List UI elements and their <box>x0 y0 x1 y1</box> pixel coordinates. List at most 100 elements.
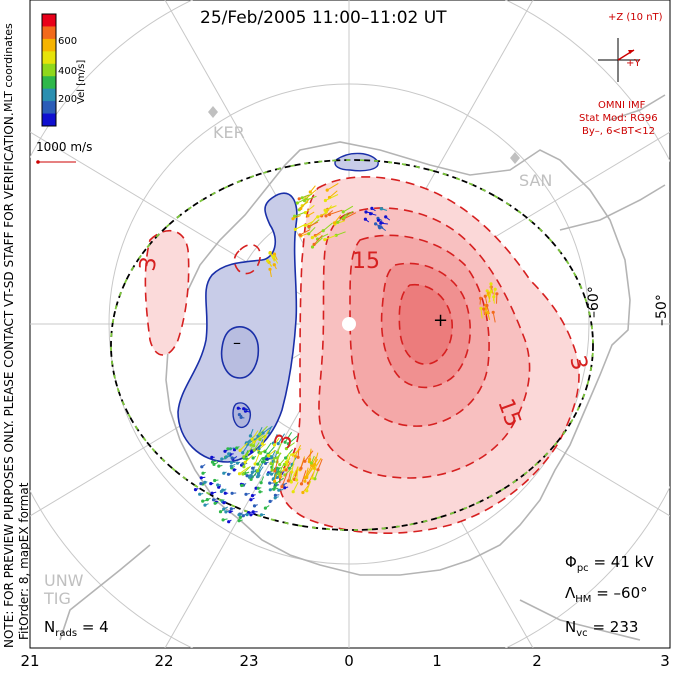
velocity-vector-origin <box>293 227 297 231</box>
velocity-vector-origin <box>275 456 279 460</box>
velocity-vector <box>295 224 306 230</box>
velocity-vector <box>254 453 260 465</box>
velocity-vector-origin <box>229 507 233 511</box>
velocity-vector <box>293 469 298 480</box>
velocity-vector <box>253 434 264 443</box>
velocity-vector <box>324 205 337 211</box>
velocity-vector-origin <box>219 489 223 494</box>
velocity-vector-origin <box>308 190 312 194</box>
velocity-vector-origin <box>241 451 245 455</box>
contour-label: 3 <box>564 353 592 373</box>
contour-label: 15 <box>352 249 380 274</box>
velocity-vector <box>274 459 279 472</box>
positive-polarity-mark: + <box>433 310 448 331</box>
velocity-vector-origin <box>493 287 497 291</box>
velocity-vector-origin <box>249 474 253 478</box>
velocity-vector <box>300 197 311 209</box>
velocity-vector <box>294 444 302 457</box>
fit-order-note: FitOrder: 8, mapEX format <box>17 482 31 640</box>
velocity-vector-origin <box>217 464 221 468</box>
velocity-vector <box>313 234 323 245</box>
velocity-vector-origin <box>384 215 388 219</box>
stat-n-vc: Nvc = 233 <box>565 618 639 639</box>
velocity-vector-origin <box>213 501 217 505</box>
velocity-vector-origin <box>268 267 272 271</box>
velocity-vector-origin <box>295 478 299 482</box>
velocity-vector-origin <box>253 462 257 466</box>
velocity-vector <box>251 430 259 440</box>
velocity-vector-origin <box>209 482 213 486</box>
velocity-vector-origin <box>300 196 304 200</box>
velocity-vector-origin <box>242 465 246 469</box>
negative-polarity-mark: – <box>233 333 241 352</box>
velocity-vector-origin <box>256 486 260 490</box>
velocity-vector-origin <box>221 518 225 522</box>
coords-note: MLT coordinates <box>2 23 15 112</box>
velocity-vector-origin <box>291 490 295 494</box>
velocity-vector-origin <box>293 214 297 218</box>
colorbar-title: Vel [m/s] <box>76 59 87 104</box>
velocity-vector-origin <box>252 440 256 444</box>
velocity-vector-origin <box>296 455 300 459</box>
velocity-vector <box>302 193 313 199</box>
velocity-vector-origin <box>257 447 261 451</box>
velocity-vector-origin <box>489 282 493 286</box>
velocity-vector <box>304 465 312 478</box>
velocity-vector-origin <box>232 468 236 472</box>
velocity-vector-origin <box>324 210 328 214</box>
velocity-vector-origin <box>272 477 276 481</box>
colorbar-outline <box>41 13 57 127</box>
velocity-vector-origin <box>307 224 311 229</box>
velocity-vector-origin <box>302 199 307 203</box>
colorbar-swatch <box>42 26 56 40</box>
velocity-vector <box>297 197 309 204</box>
velocity-vector-origin <box>369 212 373 216</box>
velocity-vector-origin <box>291 453 295 457</box>
velocity-vector-origin <box>244 492 248 496</box>
velocity-vector-origin <box>256 469 260 473</box>
velocity-vector-origin <box>224 455 228 459</box>
velocity-vector-origin <box>250 450 254 454</box>
velocity-vector-origin <box>290 470 294 474</box>
velocity-vector-origin <box>229 464 233 468</box>
velocity-vector-origin <box>237 513 241 517</box>
velocity-vector-origin <box>210 491 214 495</box>
velocity-vector-origin <box>245 513 249 517</box>
velocity-vector <box>239 466 249 475</box>
imf-z-label: +Z (10 nT) <box>608 12 663 23</box>
velocity-vector-origin <box>485 303 489 308</box>
imf-clock <box>598 38 640 82</box>
velocity-vector-origin <box>211 498 216 502</box>
velocity-vector-origin <box>270 468 274 472</box>
velocity-vector-origin <box>479 296 483 300</box>
x-tick: 22 <box>154 652 174 670</box>
velocity-vector-origin <box>324 214 328 218</box>
velocity-vector-origin <box>222 471 226 475</box>
velocity-vector <box>286 442 295 450</box>
colorbar-swatch <box>42 38 56 52</box>
velocity-vector-origin <box>258 490 262 494</box>
velocity-vector-origin <box>203 503 207 507</box>
hm-boundary <box>110 159 594 531</box>
velocity-vector-origin <box>199 482 203 486</box>
velocity-vector-origin <box>312 242 316 246</box>
station-labels: KER SAN UNW TIG <box>43 123 552 608</box>
velocity-vector-origin <box>313 477 317 481</box>
imf-source: OMNI IMF <box>598 100 646 111</box>
velocity-vector-origin <box>275 450 280 455</box>
velocity-vector-origin <box>239 415 243 419</box>
velocity-vector-origin <box>250 437 254 441</box>
velocity-vector-origin <box>266 472 270 476</box>
stat-n-rads: Nrads = 4 <box>44 618 109 639</box>
velocity-vector-origin <box>241 462 245 466</box>
colorbar-swatch <box>42 88 56 102</box>
velocity-vector-origin <box>260 442 264 446</box>
velocity-vector-origin <box>216 483 220 487</box>
velocity-vector-origin <box>323 198 327 203</box>
velocity-vector-origin <box>252 448 256 452</box>
velocity-vector-origin <box>229 460 233 465</box>
velocity-vector-origin <box>284 456 288 460</box>
velocity-vector <box>334 214 342 224</box>
velocity-vector-origin <box>200 465 204 469</box>
